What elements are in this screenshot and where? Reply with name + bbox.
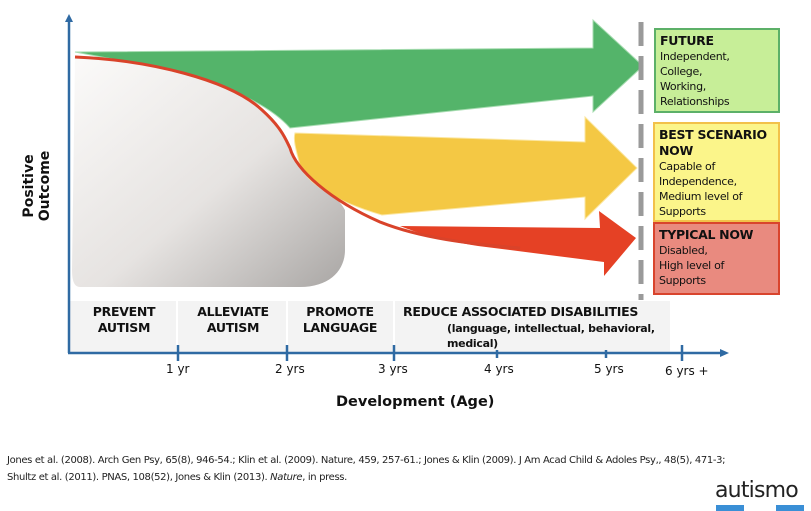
outcome-line: Medium level of — [659, 190, 743, 203]
phase-line: PREVENT — [92, 304, 156, 319]
logo-bar-right — [776, 505, 804, 511]
phase-detail-line: (language, intellectual, behavioral, — [447, 322, 655, 335]
citation-journal: Nature — [270, 472, 303, 483]
outcome-title: TYPICAL NOW — [659, 227, 754, 242]
phase-line: REDUCE ASSOCIATED DISABILITIES — [403, 304, 639, 319]
outcome-line: Disabled, — [659, 244, 708, 257]
phase-prevent-autism: PREVENT AUTISM — [84, 304, 164, 336]
phase-reduce-disabilities: REDUCE ASSOCIATED DISABILITIES — [403, 304, 638, 320]
outcome-line: Relationships — [660, 95, 730, 108]
outcome-line: Independence, — [659, 175, 737, 188]
autismo-logo: autismo — [715, 478, 799, 503]
outcome-line: College, — [660, 65, 703, 78]
citation-line-1: Jones et al. (2008). Arch Gen Psy, 65(8)… — [7, 455, 726, 466]
phase-line: PROMOTE — [306, 304, 374, 319]
citation-line-2: Shultz et al. (2011). PNAS, 108(52), Jon… — [7, 469, 725, 486]
phase-alleviate-autism: ALLEVIATE AUTISM — [188, 304, 278, 336]
phase-line: AUTISM — [206, 320, 260, 335]
outcome-line: Independent, — [660, 50, 730, 63]
tick-label-5yrs: 5 yrs — [594, 362, 624, 376]
citation-text: , in press. — [302, 472, 347, 483]
phase-line: LANGUAGE — [302, 320, 378, 335]
trajectory-curve — [74, 55, 521, 250]
phase-detail-line: medical) — [447, 337, 498, 350]
tick-label-1yr: 1 yr — [166, 362, 190, 376]
grey-trajectory-area — [72, 58, 345, 287]
phase-promote-language: PROMOTE LANGUAGE — [292, 304, 388, 336]
phase-line: AUTISM — [97, 320, 151, 335]
citations: Jones et al. (2008). Arch Gen Psy, 65(8)… — [7, 452, 726, 486]
outcome-best-scenario-box: BEST SCENARIO NOW Capable of Independenc… — [653, 122, 780, 222]
outcome-title: FUTURE — [660, 33, 714, 48]
outcome-future-box: FUTURE Independent, College, Working, Re… — [654, 28, 780, 113]
outcome-line: Working, — [660, 80, 706, 93]
typical-arrow — [400, 211, 636, 276]
phase-reduce-disabilities-detail: (language, intellectual, behavioral, med… — [447, 321, 655, 351]
outcome-title: BEST SCENARIO — [659, 127, 767, 142]
outcome-line: Capable of — [659, 160, 716, 173]
outcome-line: Supports — [659, 205, 706, 218]
tick-label-6yrs-plus: 6 yrs + — [665, 364, 709, 378]
tick-label-4yrs: 4 yrs — [484, 362, 514, 376]
outcome-line: Supports — [659, 274, 706, 287]
autism-outcome-diagram: PREVENT AUTISM ALLEVIATE AUTISM PROMOTE … — [21, 14, 780, 410]
tick-label-2yrs: 2 yrs — [275, 362, 305, 376]
citation-text: Shultz et al. (2011). PNAS, 108(52), Jon… — [7, 472, 271, 483]
logo-bar-left — [716, 505, 744, 511]
outcome-typical-box: TYPICAL NOW Disabled, High level of Supp… — [653, 222, 780, 295]
phase-band — [70, 301, 670, 353]
tick-label-3yrs: 3 yrs — [378, 362, 408, 376]
x-axis-label: Development (Age) — [336, 394, 495, 410]
outcome-line: High level of — [659, 259, 725, 272]
phase-line: ALLEVIATE — [197, 304, 269, 319]
y-axis-label: Positive Outcome — [21, 150, 53, 222]
x-ticks — [176, 345, 684, 361]
diagram-canvas — [65, 14, 729, 361]
outcome-title: NOW — [659, 143, 693, 158]
